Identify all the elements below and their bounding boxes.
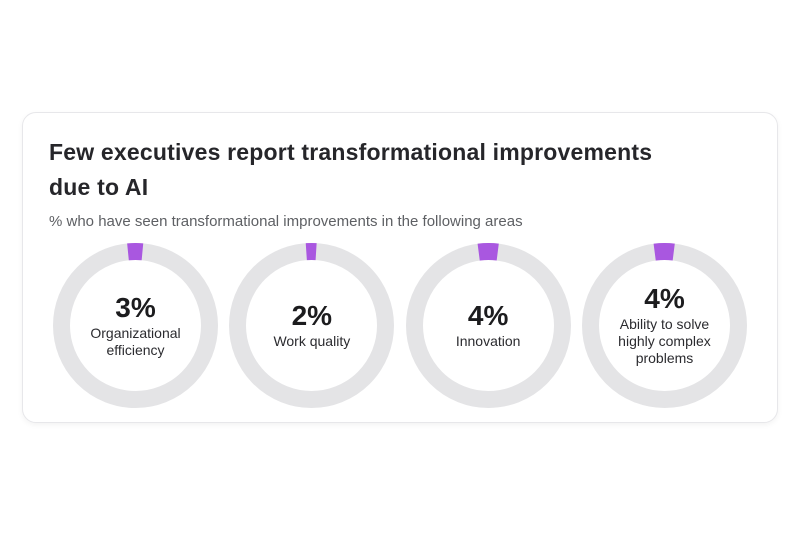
card-title-line-1: Few executives report transformational i… xyxy=(49,139,653,165)
donut-segment xyxy=(53,243,218,408)
donut-ring-icon xyxy=(581,243,747,408)
card-title-line-2: due to AI xyxy=(49,174,149,200)
donut-row: 3% Organizational efficiency 2% Work qua… xyxy=(49,243,751,408)
donut-segment xyxy=(229,243,395,408)
donut-content: 2% Work quality xyxy=(229,243,394,408)
donut-content: 3% Organizational efficiency xyxy=(53,243,218,408)
donut-ring-icon xyxy=(405,243,571,408)
donut-content: 4% Innovation xyxy=(406,243,571,408)
donut-label: Innovation xyxy=(455,333,521,349)
donut-segment xyxy=(581,243,747,408)
donut-chart: 3% Organizational efficiency xyxy=(53,243,218,408)
donut-ring-icon xyxy=(53,243,218,408)
card-subtitle: % who have seen transformational improve… xyxy=(49,213,523,230)
donut-content: 4% Ability to solve highly complex probl… xyxy=(582,243,747,408)
donut-segment xyxy=(405,243,571,408)
donut-value: 3% xyxy=(115,291,156,323)
card-title: Few executives report transformational i… xyxy=(49,135,751,205)
donut-value: 4% xyxy=(644,283,685,314)
donut-chart: 4% Ability to solve highly complex probl… xyxy=(581,243,747,408)
donut-label: Work quality xyxy=(273,333,351,349)
donut-value: 4% xyxy=(467,300,509,331)
infographic-card: Few executives report transformational i… xyxy=(22,112,778,423)
donut-chart: 2% Work quality xyxy=(229,243,395,408)
donut-ring-icon xyxy=(229,243,395,408)
donut-value: 2% xyxy=(291,300,333,331)
donut-label: Ability to solve highly complex problems xyxy=(618,316,711,366)
donut-label: Organizational efficiency xyxy=(90,324,181,358)
donut-chart: 4% Innovation xyxy=(405,243,571,408)
